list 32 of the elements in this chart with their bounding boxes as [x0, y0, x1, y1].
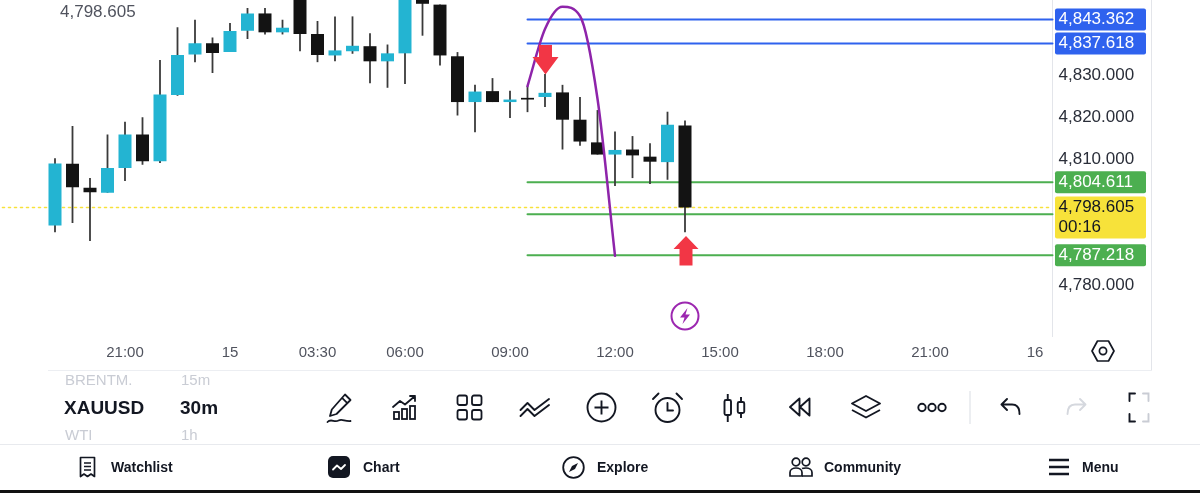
x-tick-label: 12:00 — [596, 343, 634, 361]
x-tick-label: 06:00 — [386, 343, 424, 361]
text: Watchlist — [111, 459, 173, 475]
text: XAUUSD — [64, 397, 145, 418]
candlestick — [608, 131, 622, 187]
x-tick-label: 09:00 — [491, 343, 529, 361]
x-tick-label: 03:30 — [298, 343, 337, 361]
ref-line-label: 4,837.618 — [1058, 33, 1135, 53]
candlestick — [328, 16, 342, 62]
text: Menu — [1082, 459, 1119, 475]
candlestick — [643, 143, 657, 184]
candlestick — [538, 73, 552, 108]
ref-line-label: 4,804.611 — [1058, 171, 1133, 191]
line-series — [526, 5, 617, 258]
ref-line-label: 4,787.218 — [1058, 244, 1135, 264]
text: Explore — [597, 459, 649, 475]
x-tick-label: 15 — [221, 343, 239, 361]
text: Community — [824, 459, 901, 475]
x-tick-label: 21:00 — [106, 343, 144, 361]
ref-line-label: 4,843.362 — [1058, 9, 1135, 29]
x-tick-label: 18:00 — [806, 343, 844, 361]
ref-line-label: 4,798.605 00:16 — [1058, 197, 1135, 237]
text: 30m — [180, 397, 219, 418]
y-tick-label: 4,780.000 — [1058, 275, 1135, 295]
y-tick-label: 4,810.000 — [1058, 149, 1135, 169]
x-tick-label: 15:00 — [701, 343, 739, 361]
annotation: 4,798.605 — [60, 2, 136, 21]
x-tick-label: 21:00 — [911, 343, 949, 361]
y-tick-label: 4,830.000 — [1058, 65, 1135, 85]
text: Chart — [363, 459, 400, 475]
x-tick-label: 16 — [1026, 343, 1044, 361]
y-tick-label: 4,820.000 — [1058, 107, 1135, 127]
